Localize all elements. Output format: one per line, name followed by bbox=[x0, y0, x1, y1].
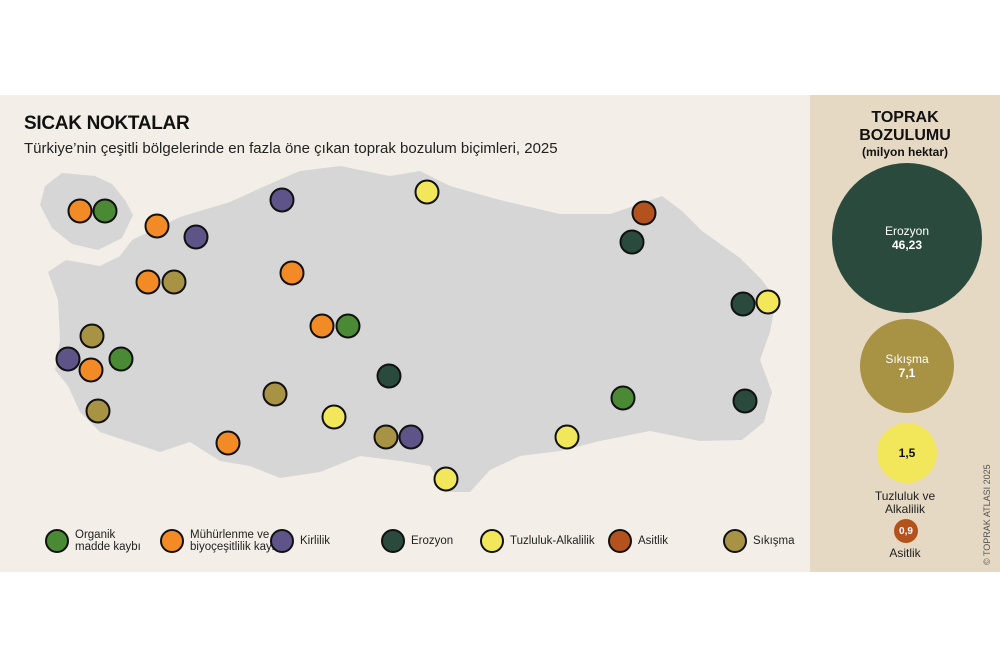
degradation-panel: TOPRAK BOZULUMU (milyon hektar) Erozyon … bbox=[810, 95, 1000, 572]
bubble-label: Sıkışma bbox=[885, 352, 929, 366]
legend-label: Sıkışma bbox=[753, 535, 795, 547]
legend-swatch bbox=[160, 529, 184, 553]
hotspot-marker-muhurlenme bbox=[67, 198, 93, 224]
hotspot-marker-tuzluluk bbox=[554, 424, 580, 450]
legend-label-line: Tuzluluk-Alkalilik bbox=[510, 535, 595, 547]
hotspot-marker-asitlik bbox=[631, 200, 657, 226]
legend-label: Kirlilik bbox=[300, 535, 330, 547]
legend-item-kirlilik: Kirlilik bbox=[270, 529, 330, 553]
hotspot-marker-sikisma bbox=[85, 398, 111, 424]
legend-label-line: madde kaybı bbox=[75, 541, 141, 553]
legend-swatch bbox=[723, 529, 747, 553]
hotspot-marker-organik bbox=[92, 198, 118, 224]
legend-label: Asitlik bbox=[638, 535, 668, 547]
hotspot-marker-sikisma bbox=[79, 323, 105, 349]
legend-label-line: Kirlilik bbox=[300, 535, 331, 547]
hotspot-marker-sikisma bbox=[161, 269, 187, 295]
hotspot-marker-erozyon bbox=[732, 388, 758, 414]
bubble-tuzluluk: 1,5 bbox=[877, 423, 937, 483]
legend-item-erozyon: Erozyon bbox=[381, 529, 453, 553]
panel-title-line1: TOPRAK bbox=[871, 109, 939, 126]
legend-label-line: Erozyon bbox=[411, 535, 454, 547]
legend-item-asitlik: Asitlik bbox=[608, 529, 668, 553]
bubble-sikisma: Sıkışma 7,1 bbox=[860, 319, 954, 413]
bubble-erozyon: Erozyon 46,23 bbox=[832, 163, 982, 313]
hotspot-marker-kirlilik bbox=[55, 346, 81, 372]
legend-item-muhurlenme: Mühürlenme ve biyoçeşitlilik kaybı bbox=[160, 529, 281, 553]
hotspot-marker-kirlilik bbox=[183, 224, 209, 250]
hotspot-marker-organik bbox=[108, 346, 134, 372]
hotspot-marker-muhurlenme bbox=[309, 313, 335, 339]
legend-item-sikisma: Sıkışma bbox=[723, 529, 795, 553]
hotspot-marker-kirlilik bbox=[398, 424, 424, 450]
panel-unit: (milyon hektar) bbox=[861, 145, 948, 159]
hotspot-marker-tuzluluk bbox=[414, 179, 440, 205]
legend-label-line: Asitlik bbox=[638, 535, 669, 547]
panel-title: TOPRAK BOZULUMU bbox=[810, 109, 1000, 145]
legend-swatch bbox=[381, 529, 405, 553]
hotspot-marker-tuzluluk bbox=[433, 466, 459, 492]
hotspot-marker-muhurlenme bbox=[215, 430, 241, 456]
hotspot-marker-muhurlenme bbox=[135, 269, 161, 295]
bubble-label-tuzluluk: Tuzluluk ve Alkalilik bbox=[810, 490, 1000, 516]
hotspot-marker-erozyon bbox=[730, 291, 756, 317]
hotspot-marker-tuzluluk bbox=[755, 289, 781, 315]
legend-label: Mühürlenme ve biyoçeşitlilik kaybı bbox=[190, 529, 281, 553]
bubble-value: 1,5 bbox=[898, 446, 916, 460]
bubble-asitlik: 0,9 bbox=[894, 519, 918, 543]
panel-title-line2: BOZULUMU bbox=[859, 127, 951, 144]
legend-swatch bbox=[608, 529, 632, 553]
legend-item-tuzluluk: Tuzluluk-Alkalilik bbox=[480, 529, 595, 553]
legend-label: Erozyon bbox=[411, 535, 453, 547]
legend-swatch bbox=[480, 529, 504, 553]
hotspot-marker-kirlilik bbox=[269, 187, 295, 213]
bubble-label-asitlik: Asitlik bbox=[889, 546, 921, 560]
page-title: SICAK NOKTALAR bbox=[24, 113, 190, 134]
copyright: © TOPRAK ATLASI 2025 bbox=[982, 464, 992, 565]
legend-swatch bbox=[270, 529, 294, 553]
label-line: Alkalilik bbox=[884, 502, 925, 516]
legend-item-organik: Organik madde kaybı bbox=[45, 529, 141, 553]
map-panel: SICAK NOKTALAR Türkiye’nin çeşitli bölge… bbox=[0, 95, 810, 572]
hotspot-marker-organik bbox=[335, 313, 361, 339]
legend-label-line: Organik bbox=[75, 529, 116, 541]
land-anatolia bbox=[48, 166, 776, 492]
turkey-map bbox=[40, 166, 781, 492]
hotspot-marker-muhurlenme bbox=[279, 260, 305, 286]
legend-label: Organik madde kaybı bbox=[75, 529, 141, 553]
hotspot-marker-sikisma bbox=[373, 424, 399, 450]
hotspot-marker-muhurlenme bbox=[78, 357, 104, 383]
hotspot-marker-erozyon bbox=[376, 363, 402, 389]
page-subtitle: Türkiye’nin çeşitli bölgelerinde en fazl… bbox=[24, 140, 558, 157]
legend-label-line: Mühürlenme ve bbox=[190, 529, 270, 541]
bubble-value: 7,1 bbox=[898, 366, 916, 380]
bubble-value: 0,9 bbox=[899, 525, 913, 537]
hotspot-marker-tuzluluk bbox=[321, 404, 347, 430]
bubble-label: Erozyon bbox=[884, 224, 930, 238]
label-line: Tuzluluk ve bbox=[874, 489, 936, 503]
hotspot-marker-organik bbox=[610, 385, 636, 411]
legend-swatch bbox=[45, 529, 69, 553]
legend-label-line: Sıkışma bbox=[753, 535, 795, 547]
bubble-value: 46,23 bbox=[891, 238, 923, 252]
legend-label: Tuzluluk-Alkalilik bbox=[510, 535, 595, 547]
hotspot-marker-erozyon bbox=[619, 229, 645, 255]
hotspot-marker-sikisma bbox=[262, 381, 288, 407]
legend-label-line: biyoçeşitlilik kaybı bbox=[190, 541, 282, 553]
hotspot-marker-muhurlenme bbox=[144, 213, 170, 239]
